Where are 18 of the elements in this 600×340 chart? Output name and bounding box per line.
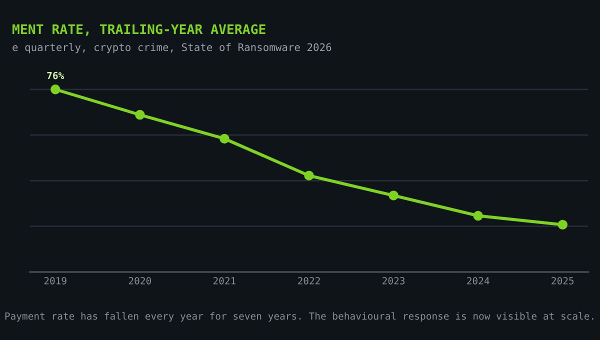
x-tick-label: 2023	[382, 277, 405, 284]
text: Payment rate has fallen every year for seven years. The behavioural response is now visible at scale.	[5, 312, 594, 322]
point	[135, 110, 145, 120]
annotation: 76%	[47, 72, 64, 80]
x-tick-label: 2019	[44, 277, 66, 284]
chart-title: MENT RATE, TRAILING-YEAR AVERAGE	[12, 24, 266, 36]
point	[388, 190, 398, 200]
point	[50, 84, 60, 94]
point	[558, 220, 568, 230]
x-tick-label: 2022	[298, 277, 320, 284]
x-tick-label: 2021	[213, 277, 236, 284]
point	[220, 134, 230, 144]
chart-subtitle: e quarterly, crypto crime, State of Ransomware 2026	[12, 43, 332, 54]
x-tick-label: 2025	[552, 277, 574, 284]
x-tick-label: 2024	[467, 277, 490, 284]
point	[304, 170, 314, 180]
x-tick-label: 2020	[128, 277, 151, 284]
point	[473, 210, 483, 221]
